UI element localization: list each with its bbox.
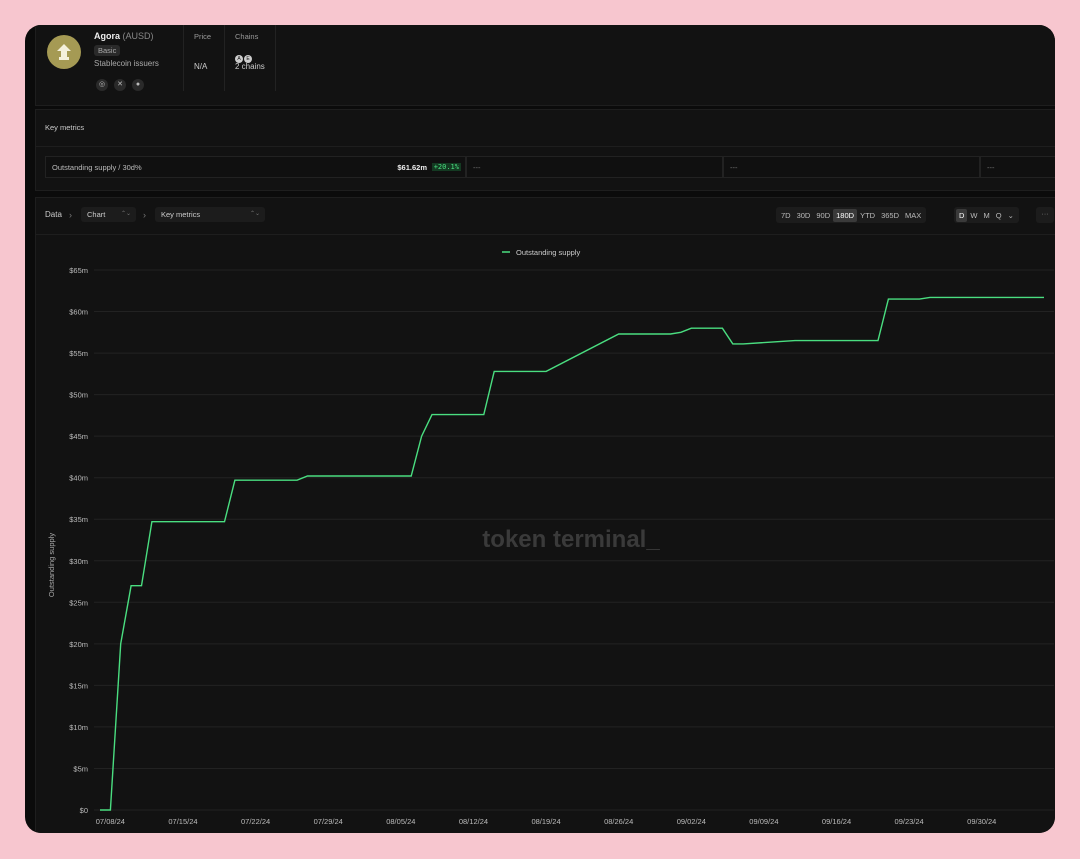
y-tick-label: $20m <box>69 640 88 649</box>
breadcrumb-data[interactable]: Data <box>45 210 62 219</box>
agora-logo-icon <box>57 44 71 60</box>
x-tick-label: 09/16/24 <box>822 817 851 826</box>
project-category[interactable]: Stablecoin issuers <box>94 59 159 68</box>
chain-icon-e[interactable]: E <box>244 55 252 63</box>
chart-panel: Data › Chart ⌃⌄ › Key metrics ⌃⌄ 7D 30D 90… <box>35 197 1055 833</box>
line-chart: $0 $5m $10m $15m $20m $25m $30m $35m $40m $45m $50… <box>47 248 1054 826</box>
metric-label: Outstanding supply / 30d% <box>52 163 142 172</box>
metric-card-empty[interactable]: --- <box>980 156 1055 178</box>
x-tick-label: 07/22/24 <box>241 817 270 826</box>
x-tick-label: 08/26/24 <box>604 817 633 826</box>
key-metrics-title: Key metrics <box>45 123 85 132</box>
price-label: Price <box>194 32 212 41</box>
granularity-more-icon[interactable]: ⌄ <box>1007 210 1014 220</box>
metric-group-value: Key metrics <box>161 210 201 219</box>
granularity-button-d[interactable]: D <box>956 208 968 222</box>
y-tick-label: $10m <box>69 723 88 732</box>
range-button-365d[interactable]: 365D <box>881 210 899 220</box>
x-tick-label: 09/30/24 <box>967 817 996 826</box>
project-header: Agora (AUSD) Basic Stablecoin issuers ◎ … <box>35 25 1055 106</box>
x-tick-label: 09/02/24 <box>677 817 706 826</box>
y-tick-label: $0 <box>80 806 88 815</box>
chevron-updown-icon: ⌃⌄ <box>120 211 131 217</box>
grid-lines <box>94 269 1054 811</box>
legend[interactable]: Outstanding supply <box>502 248 580 257</box>
chains-value: 2 chains <box>235 62 265 71</box>
x-tick-label: 07/15/24 <box>168 817 197 826</box>
metric-change: +20.1% <box>431 163 461 171</box>
y-tick-label: $60m <box>69 308 88 317</box>
y-axis-ticks: $0 $5m $10m $15m $20m $25m $30m $35m $40m $45m $50… <box>69 266 88 815</box>
chevron-right-icon: › <box>143 210 146 220</box>
metric-group-select[interactable]: Key metrics ⌃⌄ <box>155 207 265 222</box>
github-icon[interactable]: ● <box>132 79 144 91</box>
granularity-button-w[interactable]: W <box>970 210 978 220</box>
series-line-outstanding-supply[interactable] <box>100 296 1044 811</box>
range-button-max[interactable]: MAX <box>905 210 922 220</box>
metric-card-outstanding-supply[interactable]: Outstanding supply / 30d% $61.62m +20.1% <box>45 156 466 178</box>
project-name-text: Agora <box>94 31 121 41</box>
metric-placeholder: --- <box>730 163 738 172</box>
price-value: N/A <box>194 62 208 71</box>
y-tick-label: $30m <box>69 557 88 566</box>
chain-icon-a[interactable]: A <box>235 55 243 63</box>
range-button-ytd[interactable]: YTD <box>860 210 876 220</box>
app-frame: Agora (AUSD) Basic Stablecoin issuers ◎ … <box>25 25 1055 833</box>
project-ticker: (AUSD) <box>122 31 154 41</box>
y-tick-label: $50m <box>69 391 88 400</box>
y-tick-label: $55m <box>69 349 88 358</box>
more-options-icon[interactable]: ··· <box>1036 207 1054 223</box>
chains-label: Chains <box>235 32 259 41</box>
metric-row: Outstanding supply / 30d% $61.62m +20.1%… <box>45 156 1055 178</box>
x-tick-label: 07/08/24 <box>96 817 125 826</box>
y-tick-label: $45m <box>69 432 88 441</box>
x-tick-label: 09/23/24 <box>895 817 924 826</box>
website-icon[interactable]: ◎ <box>96 79 108 91</box>
social-links: ◎ ✕ ● <box>96 79 144 91</box>
range-button-180d[interactable]: 180D <box>833 208 858 222</box>
granularity-button-m[interactable]: M <box>983 210 990 220</box>
y-axis-label: Outstanding supply <box>47 533 56 597</box>
x-tick-label: 08/05/24 <box>386 817 415 826</box>
range-button-90d[interactable]: 90D <box>816 210 831 220</box>
x-tick-label: 08/12/24 <box>459 817 488 826</box>
y-tick-label: $15m <box>69 681 88 690</box>
legend-label: Outstanding supply <box>516 248 580 257</box>
y-tick-label: $40m <box>69 474 88 483</box>
price-column: Price N/A <box>183 25 224 91</box>
chevron-right-icon: › <box>69 210 72 220</box>
granularity-selector: D W M Q ⌄ <box>954 207 1019 223</box>
chart-toolbar: Data › Chart ⌃⌄ › Key metrics ⌃⌄ 7D 30D 90… <box>36 198 1055 235</box>
granularity-button-q[interactable]: Q <box>995 210 1002 220</box>
metric-value: $61.62m <box>397 163 427 172</box>
twitter-icon[interactable]: ✕ <box>114 79 126 91</box>
metric-placeholder: --- <box>987 163 995 172</box>
y-tick-label: $5m <box>73 764 88 773</box>
chevron-updown-icon: ⌃⌄ <box>249 211 260 217</box>
project-logo <box>47 35 81 69</box>
project-name: Agora (AUSD) <box>94 31 154 41</box>
x-tick-label: 09/09/24 <box>749 817 778 826</box>
divider <box>36 146 1055 147</box>
watermark: token terminal_ <box>482 526 660 553</box>
range-button-30d[interactable]: 30D <box>796 210 811 220</box>
x-tick-label: 07/29/24 <box>314 817 343 826</box>
y-tick-label: $25m <box>69 598 88 607</box>
plan-badge: Basic <box>94 45 121 56</box>
y-tick-label: $35m <box>69 515 88 524</box>
y-tick-label: $65m <box>69 266 88 275</box>
chart-type-select[interactable]: Chart ⌃⌄ <box>81 207 136 222</box>
chart-type-value: Chart <box>87 210 106 219</box>
metric-placeholder: --- <box>473 163 481 172</box>
metric-card-empty[interactable]: --- <box>466 156 723 178</box>
range-button-7d[interactable]: 7D <box>781 210 791 220</box>
key-metrics-panel: Key metrics Outstanding supply / 30d% $6… <box>35 109 1055 191</box>
x-axis-ticks: 07/08/24 07/15/24 07/22/24 07/29/24 08/05/24… <box>96 817 997 826</box>
time-range-selector: 7D 30D 90D 180D YTD 365D MAX <box>776 207 927 223</box>
x-tick-label: 08/19/24 <box>531 817 560 826</box>
metric-card-empty[interactable]: --- <box>723 156 980 178</box>
